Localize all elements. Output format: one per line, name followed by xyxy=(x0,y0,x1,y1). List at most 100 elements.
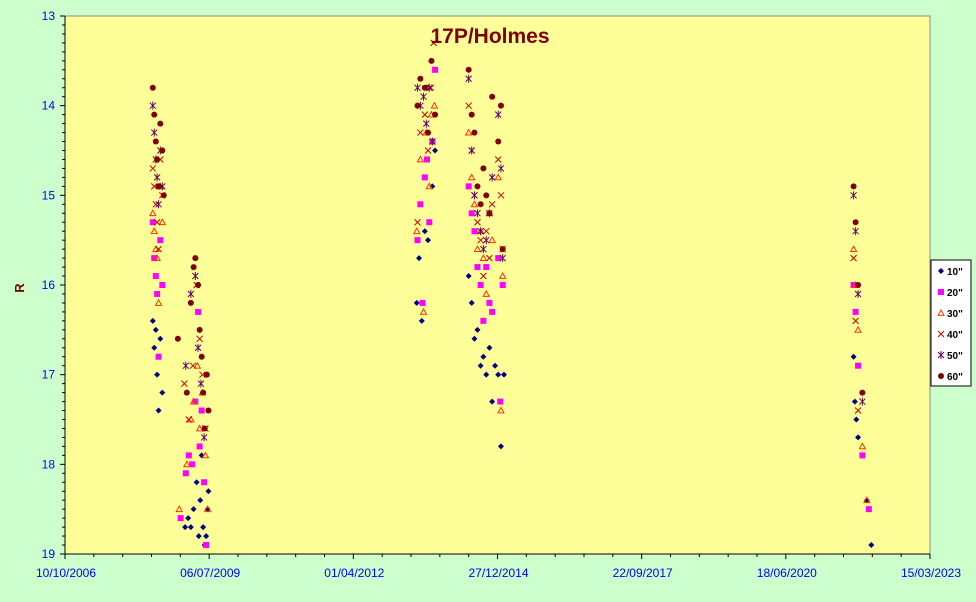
data-point-x xyxy=(850,254,857,262)
data-point-circle xyxy=(149,84,156,91)
data-point-circle xyxy=(154,156,161,163)
data-point-triangle xyxy=(193,361,202,369)
data-point-star xyxy=(153,173,161,182)
data-point-square xyxy=(477,282,484,288)
data-point-circle xyxy=(157,120,164,127)
data-point-diamond xyxy=(477,362,484,369)
data-point-circle xyxy=(160,192,167,199)
data-point-circle xyxy=(468,111,475,118)
y-tick-label: 17 xyxy=(42,368,56,382)
data-point-square xyxy=(424,156,431,163)
data-point-square xyxy=(159,282,166,288)
data-point-circle xyxy=(203,371,210,378)
data-point-star xyxy=(422,119,430,128)
legend-item: 40" xyxy=(937,330,963,341)
data-point-x xyxy=(155,245,162,253)
data-point-diamond xyxy=(497,443,504,450)
data-point-triangle xyxy=(175,505,184,513)
data-point-x xyxy=(181,380,188,387)
data-point-circle xyxy=(417,75,424,82)
data-point-star xyxy=(150,128,158,137)
data-point-diamond xyxy=(203,533,210,540)
data-point-circle xyxy=(200,389,207,396)
data-point-circle xyxy=(159,147,166,154)
x-tick-label: 27/12/2014 xyxy=(468,566,528,580)
data-point-circle xyxy=(465,66,472,73)
data-point-x xyxy=(937,330,945,338)
data-point-star xyxy=(482,236,490,245)
data-point-diamond xyxy=(851,398,858,405)
data-point-x xyxy=(152,200,160,208)
data-point-star xyxy=(480,245,487,254)
legend-item: 20" xyxy=(938,288,963,299)
data-point-circle xyxy=(497,102,504,109)
data-point-square xyxy=(152,273,159,280)
x-axis-ticks: 10/10/2006 06/07/2009 01/04/2012 27/12/2014… xyxy=(36,554,961,580)
data-point-triangle xyxy=(425,182,434,190)
data-point-square xyxy=(182,470,189,477)
data-point-diamond xyxy=(850,353,857,360)
data-point-triangle xyxy=(494,173,503,181)
data-point-diamond xyxy=(468,299,475,306)
legend-label: 50" xyxy=(947,351,963,362)
data-point-diamond xyxy=(185,515,192,522)
data-point-triangle xyxy=(473,245,482,253)
data-point-triangle xyxy=(148,209,157,217)
data-point-circle xyxy=(151,111,158,118)
data-point-triangle xyxy=(189,397,198,405)
data-point-square xyxy=(177,515,184,522)
legend-item: 60" xyxy=(938,372,963,383)
data-point-diamond xyxy=(474,326,481,333)
data-point-square xyxy=(497,398,504,405)
x-tick-label: 15/03/2023 xyxy=(901,566,961,580)
data-point-star xyxy=(471,191,478,200)
data-point-x xyxy=(153,218,161,226)
data-point-triangle xyxy=(203,505,212,513)
x-tick-label: 06/07/2009 xyxy=(180,566,240,580)
data-point-circle xyxy=(474,183,481,190)
data-point-square xyxy=(203,542,210,549)
data-point-x xyxy=(189,362,197,370)
data-point-square xyxy=(486,299,493,306)
data-point-triangle xyxy=(195,424,204,432)
data-point-circle xyxy=(421,84,428,91)
data-point-star xyxy=(191,272,199,281)
data-point-x xyxy=(150,183,158,190)
data-point-star xyxy=(420,92,427,101)
data-point-triangle xyxy=(467,173,476,181)
data-point-star xyxy=(477,227,484,236)
data-point-x xyxy=(474,218,481,226)
series-points xyxy=(149,57,866,432)
data-point-diamond xyxy=(155,407,162,414)
data-point-diamond xyxy=(152,326,159,333)
data-point-x xyxy=(417,129,424,136)
data-point-diamond xyxy=(159,389,166,396)
data-point-diamond xyxy=(200,524,207,531)
data-point-triangle xyxy=(497,406,505,414)
data-point-diamond xyxy=(205,488,212,495)
data-point-triangle xyxy=(464,128,473,136)
data-point-x xyxy=(477,236,484,244)
data-point-diamond xyxy=(495,371,502,378)
data-point-star xyxy=(850,191,857,200)
y-axis-title: R xyxy=(12,283,27,293)
data-point-circle xyxy=(192,255,199,262)
data-point-x xyxy=(465,102,473,110)
data-point-star xyxy=(852,227,859,236)
data-point-circle xyxy=(205,407,212,414)
data-point-triangle xyxy=(937,308,945,316)
data-point-x xyxy=(414,218,421,226)
data-point-circle xyxy=(850,183,857,190)
data-point-circle xyxy=(195,282,202,288)
y-tick-label: 16 xyxy=(42,278,56,292)
data-point-square xyxy=(421,174,428,181)
data-point-diamond xyxy=(182,524,189,531)
data-point-diamond xyxy=(204,506,211,513)
series-points xyxy=(149,147,875,549)
legend-label: 40" xyxy=(947,330,963,341)
data-point-square xyxy=(195,308,202,315)
data-point-square xyxy=(855,362,862,369)
data-point-circle xyxy=(432,111,439,118)
data-point-circle xyxy=(852,219,859,226)
data-point-star xyxy=(499,254,507,263)
